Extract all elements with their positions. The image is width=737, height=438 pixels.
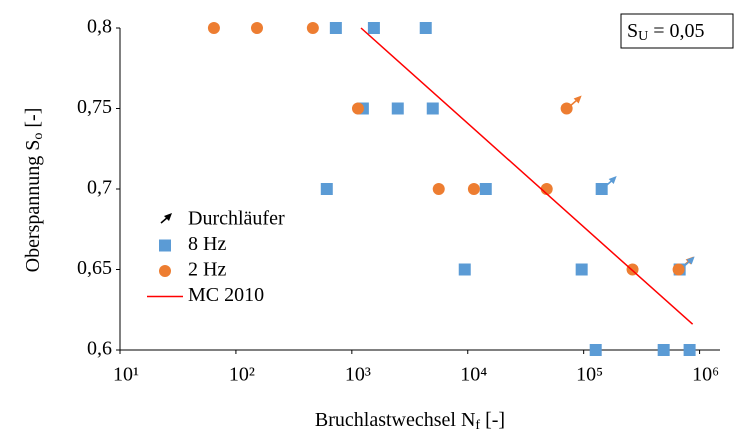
y-tick-label: 0,75 [77,96,112,118]
y-tick-label: 0,6 [87,338,112,360]
legend-label: MC 2010 [188,284,264,306]
point-square [426,102,439,115]
x-axis-label: Bruchlastwechsel Nf [-] [315,409,505,434]
point-circle [560,102,573,115]
point-square [320,183,333,195]
y-tick-label: 0,65 [77,257,112,279]
legend-label: 2 Hz [188,259,226,281]
point-circle [467,183,480,195]
y-tick-label: 0,7 [87,177,112,199]
annotation-box [620,13,734,49]
x-tick-label: 10² [229,364,255,386]
annotation: SU = 0,05 [627,20,705,45]
point-square [419,22,432,34]
runout-arrow-part [686,256,695,265]
point-circle [432,183,445,195]
legend-marker [159,265,171,277]
point-square [683,344,696,356]
point-square [575,263,588,276]
legend-marker [159,239,171,252]
trend-line [360,27,694,325]
legend-label: Durchläufer [188,208,285,230]
point-square [589,344,602,356]
legend-label: 8 Hz [188,233,226,255]
point-circle [207,22,220,34]
point-square [367,22,380,34]
point-square [329,22,342,34]
point-square [657,344,670,356]
x-tick-label: 10⁵ [576,364,603,386]
x-tick-label: 10⁶ [692,364,719,386]
x-tick-label: 10¹ [113,364,139,386]
point-square [391,102,404,115]
legend-marker-part [164,213,172,221]
y-tick-label: 0,8 [87,16,112,38]
point-square [458,263,471,276]
point-circle [672,263,685,276]
runout-arrow-part [573,95,582,104]
point-square [479,183,492,195]
x-tick-label: 10⁴ [460,364,487,386]
x-tick-label: 10³ [345,364,371,386]
runout-arrow [570,95,582,107]
y-axis-label: Oberspannung So [-] [22,108,47,273]
runout-arrow-part [608,176,617,184]
point-square [595,183,608,195]
legend-marker [160,213,172,224]
point-circle [250,22,263,34]
point-circle [351,102,364,115]
point-circle [306,22,319,34]
